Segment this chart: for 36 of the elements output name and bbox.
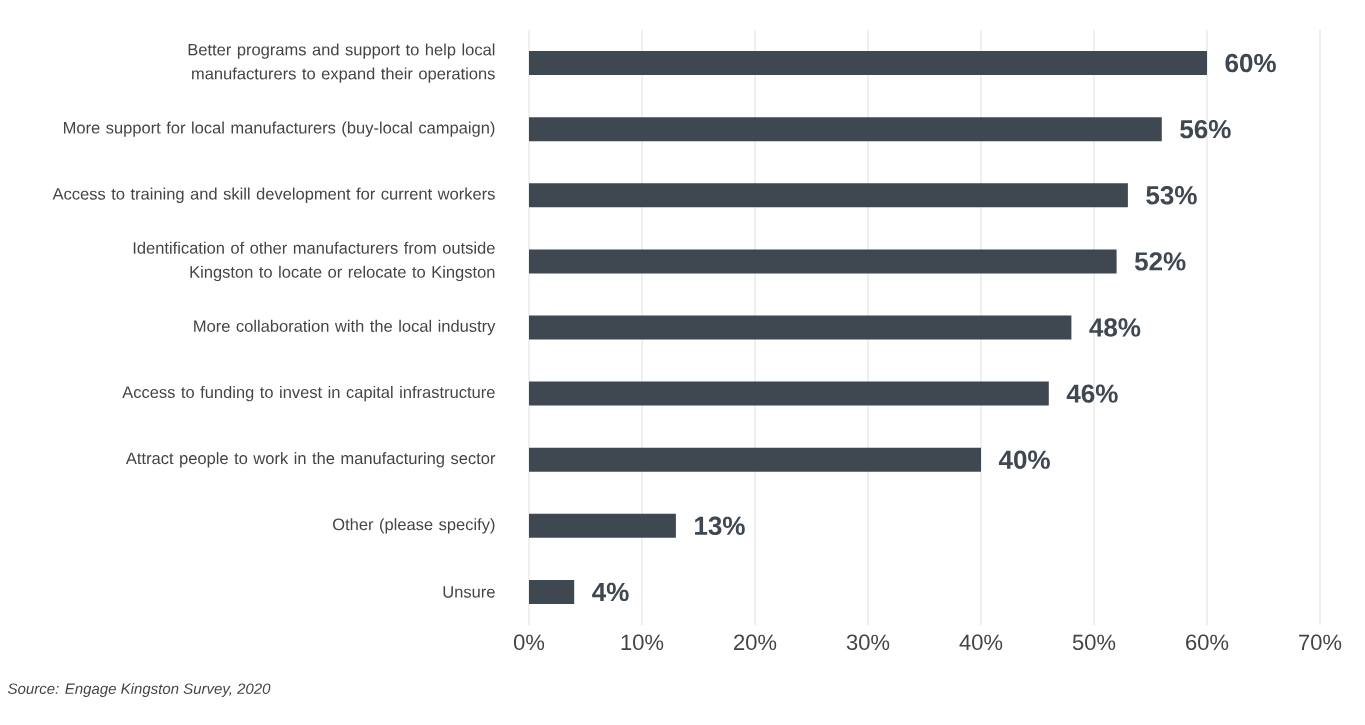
y-tick-label: Access to training and skill development for current workers	[52, 187, 495, 203]
y-tick-label: More support for local manufacturers (buy-local campaign)	[63, 121, 495, 137]
bar	[529, 447, 981, 472]
bar	[529, 51, 1207, 76]
bar	[529, 513, 676, 538]
y-tick-label: Other (please specify)	[333, 518, 495, 534]
x-tick-label: 0%	[513, 634, 545, 651]
data-label: 53%	[1146, 186, 1197, 205]
x-tick-label: 70%	[1299, 634, 1342, 651]
data-label: 46%	[1066, 384, 1118, 403]
data-label: 40%	[998, 450, 1050, 469]
x-tick-label: 40%	[959, 634, 1003, 651]
data-label: 52%	[1134, 252, 1186, 271]
source-note: Source: Engage Kingston Survey, 2020	[7, 682, 271, 697]
data-label: 60%	[1225, 53, 1276, 73]
bar	[529, 249, 1117, 274]
y-tick-label: Access to funding to invest in capital infrastructure	[122, 385, 495, 402]
y-tick-label: Unsure	[443, 586, 495, 598]
bar	[529, 117, 1162, 142]
bar	[529, 315, 1072, 340]
y-tick-label: More collaboration with the local industry	[194, 319, 496, 336]
bar	[529, 579, 575, 604]
x-tick-label: 60%	[1186, 634, 1229, 651]
x-tick-label: 20%	[734, 634, 777, 651]
data-label: 48%	[1089, 318, 1141, 337]
data-label: 13%	[695, 516, 745, 536]
data-label: 56%	[1180, 119, 1231, 139]
x-tick-label: 10%	[621, 634, 664, 651]
data-label: 4%	[592, 582, 629, 602]
x-tick-label: 30%	[846, 634, 890, 651]
y-tick-label: Identification of other manufacturers from outside Kingston to locate or relocate to Kingston	[133, 241, 495, 282]
bar	[529, 381, 1049, 406]
y-tick-label: Better programs and support to help local manufacturers to expand their operations	[188, 43, 495, 83]
bar	[529, 183, 1128, 208]
x-tick-label: 50%	[1072, 634, 1116, 651]
y-tick-label: Attract people to work in the manufacturing sector	[125, 452, 496, 468]
